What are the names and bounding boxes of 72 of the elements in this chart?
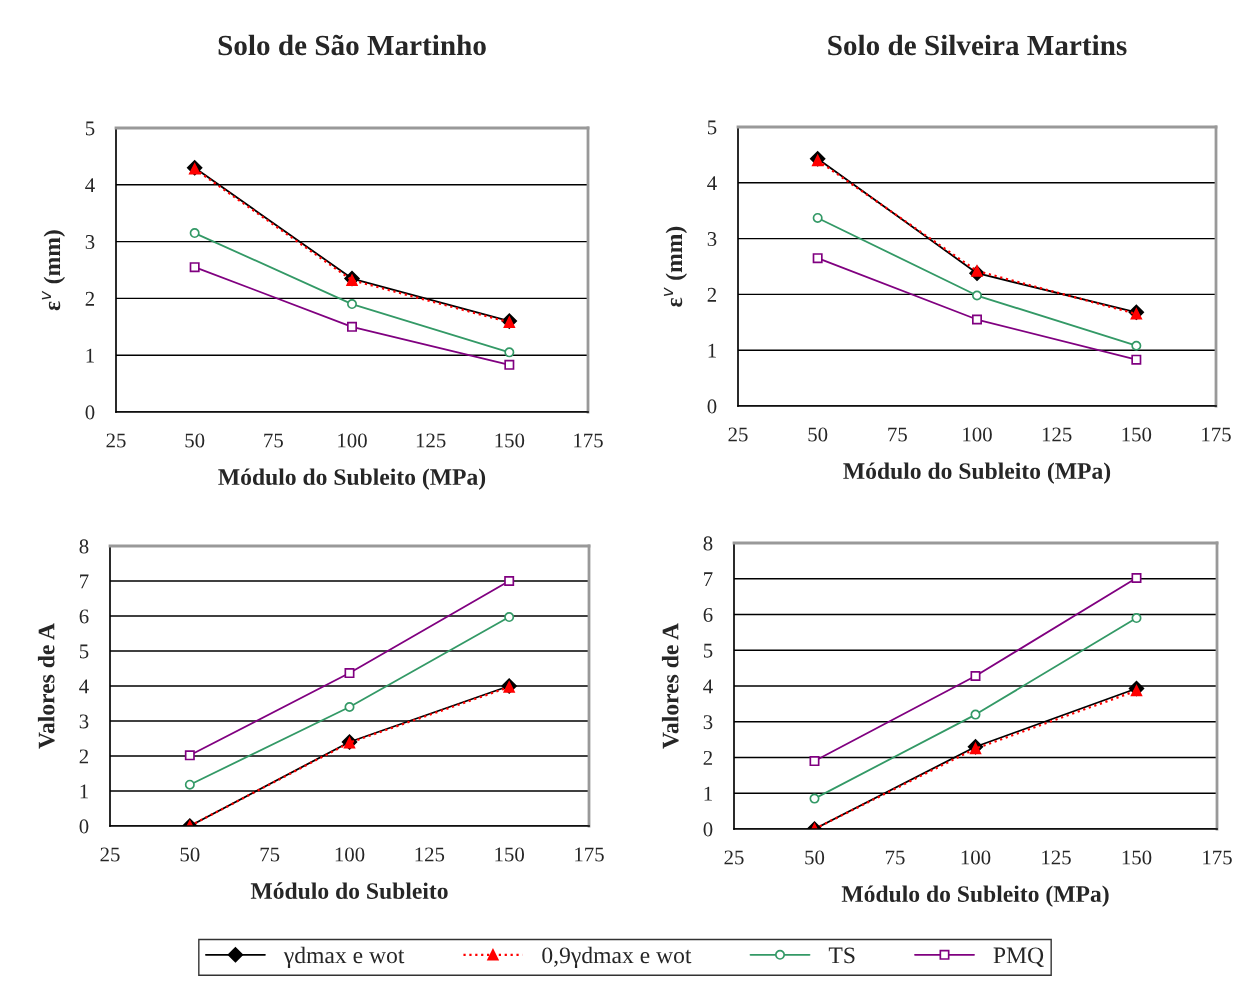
y-tick-label: 4 <box>703 679 713 694</box>
y-tick-label: 4 <box>85 178 95 193</box>
x-tick-label: 175 <box>575 847 604 862</box>
y-tick-label: 8 <box>79 539 89 554</box>
x-tick-label: 125 <box>416 433 446 448</box>
y-tick-label: 1 <box>704 786 712 801</box>
legend-label: 0,9γdmax e wot <box>542 946 692 969</box>
x-tick-label: 175 <box>574 433 603 448</box>
legend-label: PMQ <box>993 947 1044 967</box>
y-tick-label: 2 <box>703 750 713 765</box>
x-tick-label: 50 <box>805 850 825 865</box>
x-axis-title: Módulo do Subleito <box>250 882 448 900</box>
x-axis-title: Módulo do Subleito (MPa) <box>218 468 486 490</box>
x-tick-label: 100 <box>961 850 991 865</box>
chart-title: Solo de São Martinho <box>218 34 486 56</box>
x-tick-label: 150 <box>495 433 525 448</box>
x-tick-label: 25 <box>106 433 126 448</box>
y-tick-label: 5 <box>85 121 95 136</box>
y-tick-label: 3 <box>703 715 713 730</box>
x-tick-label: 75 <box>260 847 280 862</box>
y-axis-title: ε$^{v}$ (mm) <box>663 226 688 307</box>
y-tick-label: 2 <box>79 749 89 764</box>
y-tick-label: 5 <box>707 120 717 135</box>
y-tick-label: 5 <box>703 643 713 658</box>
y-tick-label: 1 <box>708 343 716 358</box>
y-tick-label: 3 <box>79 714 89 729</box>
y-tick-label: 6 <box>703 607 713 622</box>
x-tick-label: 100 <box>335 847 365 862</box>
y-tick-label: 0 <box>79 819 89 834</box>
y-axis-title: Valores de A <box>661 623 679 749</box>
x-tick-label: 150 <box>495 847 524 862</box>
x-axis-title: Módulo do Subleito (MPa) <box>841 885 1109 907</box>
x-tick-label: 100 <box>963 427 992 442</box>
x-tick-label: 75 <box>264 433 283 448</box>
y-tick-label: 8 <box>703 536 713 551</box>
x-tick-label: 100 <box>338 433 367 448</box>
y-tick-label: 0 <box>85 405 95 420</box>
x-tick-label: 25 <box>728 427 748 442</box>
x-tick-label: 50 <box>808 427 828 442</box>
y-tick-label: 6 <box>79 609 89 624</box>
y-tick-label: 0 <box>707 399 717 414</box>
y-tick-label: 1 <box>80 784 88 799</box>
y-tick-label: 3 <box>707 232 717 247</box>
x-tick-label: 175 <box>1202 427 1231 442</box>
y-tick-label: 1 <box>86 348 94 363</box>
chart-title: Solo de Silveira Martins <box>828 34 1127 56</box>
legend-label: γdmax e wot <box>283 946 405 969</box>
x-tick-label: 175 <box>1203 850 1232 865</box>
y-tick-label: 7 <box>80 574 89 589</box>
x-tick-label: 150 <box>1122 427 1152 442</box>
y-tick-label: 4 <box>707 176 717 191</box>
legend-label: TS <box>828 947 855 964</box>
x-tick-label: 125 <box>1042 427 1072 442</box>
y-tick-label: 3 <box>85 235 95 250</box>
x-tick-label: 25 <box>100 847 120 862</box>
x-tick-label: 50 <box>180 847 200 862</box>
x-tick-label: 50 <box>185 433 205 448</box>
x-axis-title: Módulo do Subleito (MPa) <box>843 462 1111 484</box>
y-axis-title: ε$^{v}$ (mm) <box>41 230 66 311</box>
x-tick-label: 75 <box>888 427 907 442</box>
x-tick-label: 150 <box>1122 850 1152 865</box>
y-tick-label: 7 <box>704 572 713 586</box>
y-tick-label: 2 <box>707 287 717 302</box>
x-tick-label: 125 <box>1042 850 1071 865</box>
x-tick-label: 75 <box>885 850 905 865</box>
x-tick-label: 125 <box>415 847 445 862</box>
y-tick-label: 5 <box>79 644 89 659</box>
y-tick-label: 2 <box>85 291 95 306</box>
y-tick-label: 0 <box>703 822 713 837</box>
y-axis-title: Valores de A <box>37 623 55 749</box>
y-tick-label: 4 <box>79 679 89 694</box>
x-tick-label: 25 <box>724 850 744 865</box>
